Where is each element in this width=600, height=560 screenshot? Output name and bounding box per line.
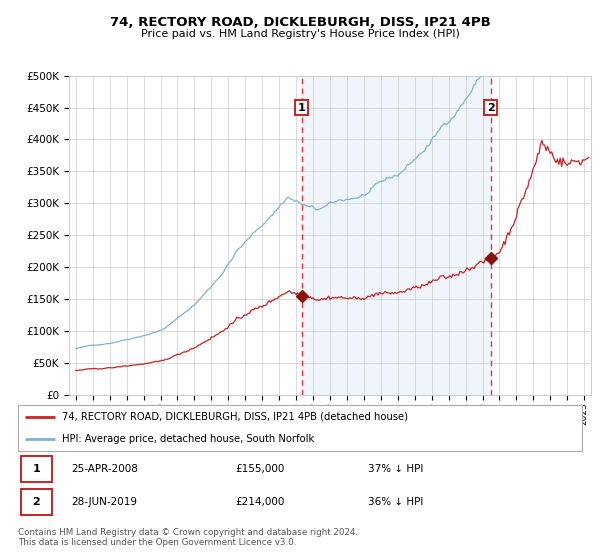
Text: 25-APR-2008: 25-APR-2008	[71, 464, 139, 474]
FancyBboxPatch shape	[21, 489, 52, 515]
Text: 36% ↓ HPI: 36% ↓ HPI	[368, 497, 423, 507]
FancyBboxPatch shape	[21, 456, 52, 482]
Text: Price paid vs. HM Land Registry's House Price Index (HPI): Price paid vs. HM Land Registry's House …	[140, 29, 460, 39]
Text: 2: 2	[32, 497, 40, 507]
Text: 1: 1	[298, 102, 305, 113]
Text: 37% ↓ HPI: 37% ↓ HPI	[368, 464, 423, 474]
Text: 2: 2	[487, 102, 495, 113]
Text: Contains HM Land Registry data © Crown copyright and database right 2024.
This d: Contains HM Land Registry data © Crown c…	[18, 528, 358, 547]
Text: 74, RECTORY ROAD, DICKLEBURGH, DISS, IP21 4PB (detached house): 74, RECTORY ROAD, DICKLEBURGH, DISS, IP2…	[62, 412, 408, 422]
Text: £155,000: £155,000	[235, 464, 284, 474]
Bar	[302, 76, 491, 395]
Text: 1: 1	[32, 464, 40, 474]
Text: 28-JUN-2019: 28-JUN-2019	[71, 497, 137, 507]
Text: £214,000: £214,000	[235, 497, 284, 507]
Text: 74, RECTORY ROAD, DICKLEBURGH, DISS, IP21 4PB: 74, RECTORY ROAD, DICKLEBURGH, DISS, IP2…	[110, 16, 490, 29]
Text: HPI: Average price, detached house, South Norfolk: HPI: Average price, detached house, Sout…	[62, 434, 314, 444]
